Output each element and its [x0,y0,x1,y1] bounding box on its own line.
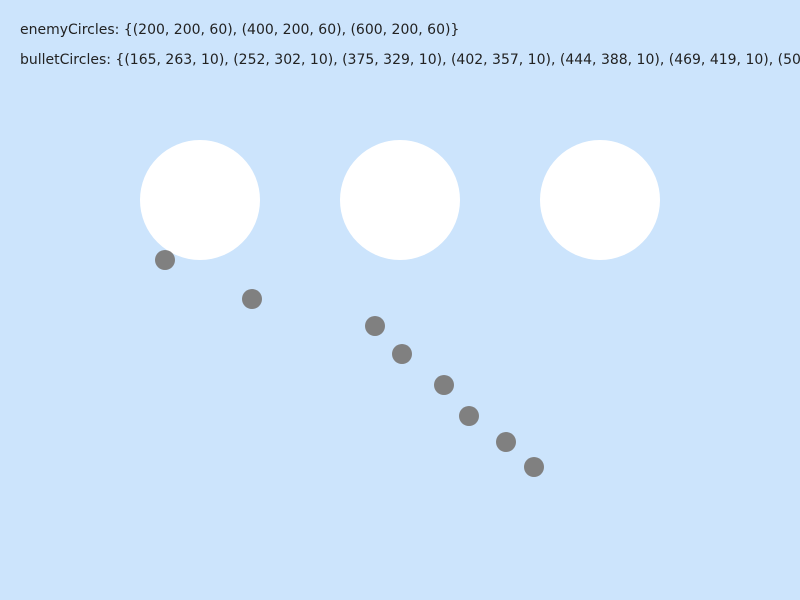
bullet-circle [365,316,385,336]
enemy-circle [140,140,260,260]
enemy-circles-readout: enemyCircles: {(200, 200, 60), (400, 200… [20,22,460,38]
bullet-circles-readout: bulletCircles: {(165, 263, 10), (252, 30… [20,52,800,68]
bullet-circle [242,289,262,309]
bullet-circle [155,250,175,270]
enemy-circle [340,140,460,260]
bullet-circle [496,432,516,452]
enemy-circle [540,140,660,260]
bullet-circle [434,375,454,395]
bullet-circle [524,457,544,477]
bullet-circle [392,344,412,364]
bullet-circle [459,406,479,426]
